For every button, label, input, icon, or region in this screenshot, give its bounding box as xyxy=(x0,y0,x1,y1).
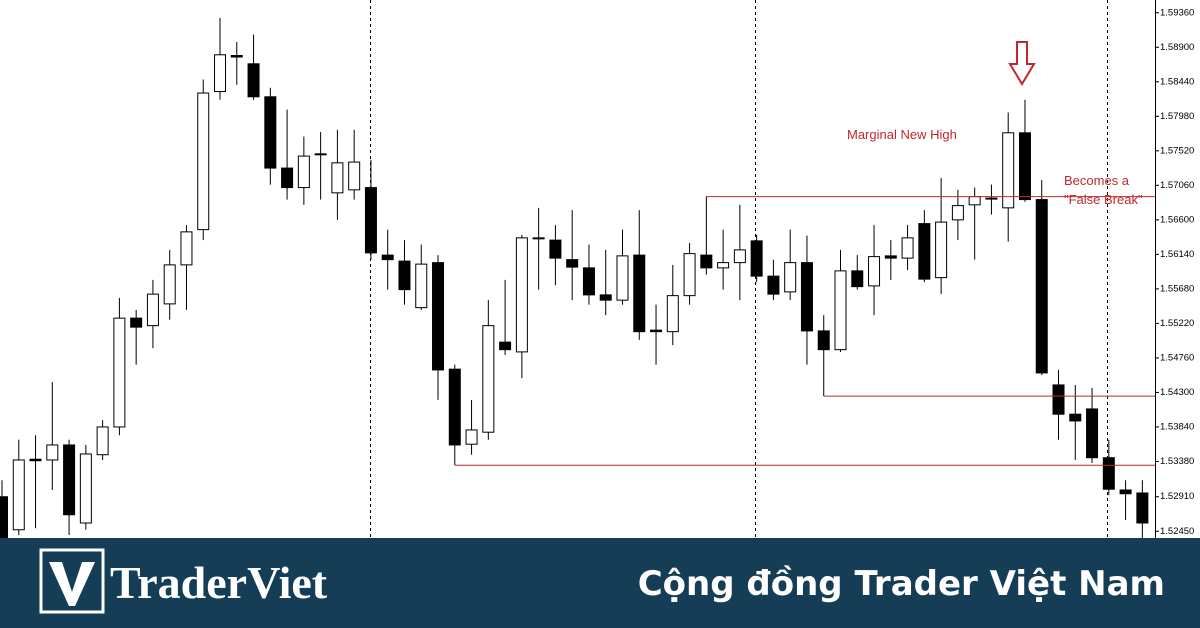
candle-body xyxy=(1052,384,1065,415)
candle-body xyxy=(381,254,394,261)
candle-body xyxy=(616,255,629,301)
candle-body xyxy=(482,325,495,433)
candle-body xyxy=(146,293,159,327)
candle-body xyxy=(666,295,679,333)
candle-body xyxy=(767,275,780,295)
candle-body xyxy=(851,270,864,288)
candle-body xyxy=(364,187,377,254)
candle-body xyxy=(935,221,948,279)
candle-body xyxy=(398,260,411,291)
candle-body xyxy=(432,262,445,371)
candle-body xyxy=(214,54,227,93)
y-tick-label: 1.54300 xyxy=(1160,387,1194,398)
candle-body xyxy=(281,167,294,189)
footer-bar xyxy=(0,538,1200,628)
arrow-icon xyxy=(1008,41,1036,86)
logo-mark xyxy=(49,562,95,606)
candle-body xyxy=(834,270,847,351)
candle-body xyxy=(314,153,327,156)
annotation: Marginal New High xyxy=(847,127,957,142)
candle-body xyxy=(1002,132,1015,209)
candle-body xyxy=(1102,457,1115,490)
candle-body xyxy=(247,63,260,98)
candle-body xyxy=(348,161,361,191)
candle-body xyxy=(549,239,562,259)
y-tick-label: 1.56140 xyxy=(1160,249,1194,260)
candle-body xyxy=(717,262,730,269)
y-tick-label: 1.59360 xyxy=(1160,7,1194,18)
candle-body xyxy=(1018,132,1031,201)
candle-body xyxy=(1136,492,1149,524)
candle-body xyxy=(901,237,914,259)
candle-body xyxy=(415,263,428,309)
y-tick-label: 1.52910 xyxy=(1160,491,1194,502)
candle-body xyxy=(96,426,109,456)
candle-body xyxy=(582,267,595,296)
y-tick-label: 1.53380 xyxy=(1160,456,1194,467)
logo-box xyxy=(39,548,105,614)
candle-body xyxy=(633,254,646,333)
y-tick-label: 1.58440 xyxy=(1160,76,1194,87)
candle-body xyxy=(566,259,579,268)
candle-body xyxy=(750,240,763,277)
candle-body xyxy=(985,197,998,200)
candle-body xyxy=(733,249,746,264)
candle-body xyxy=(1086,408,1099,459)
candle-body xyxy=(1035,199,1048,374)
candle-body xyxy=(817,330,830,351)
candle-body xyxy=(63,444,76,516)
y-tick-label: 1.55680 xyxy=(1160,283,1194,294)
plot-background xyxy=(0,0,1200,538)
candle-body xyxy=(331,162,344,194)
candle-body xyxy=(951,205,964,221)
candle-body xyxy=(448,368,461,446)
candle-body xyxy=(29,458,42,462)
candle-body xyxy=(12,459,25,531)
plot: 1.59360 1.58900 1.58440 1.57980 1.57520 1.570… xyxy=(0,7,1194,539)
y-tick-label: 1.58900 xyxy=(1160,42,1194,53)
candle-body xyxy=(180,231,193,266)
candle-body xyxy=(264,96,277,169)
y-tick-label: 1.52450 xyxy=(1160,526,1194,537)
candle-body xyxy=(79,453,92,524)
y-tick-label: 1.57980 xyxy=(1160,111,1194,122)
candle-body xyxy=(163,264,176,305)
candle-body xyxy=(46,444,59,461)
candle-body xyxy=(197,92,210,231)
candle-body xyxy=(650,329,663,333)
y-tick-label: 1.57060 xyxy=(1160,180,1194,191)
annotation: "False Break" xyxy=(1064,192,1143,207)
candle-body xyxy=(800,262,813,332)
candle-body xyxy=(1119,489,1132,495)
candle-body xyxy=(918,223,931,280)
y-tick-label: 1.54760 xyxy=(1160,352,1194,363)
candle-body xyxy=(297,155,310,189)
candle-body xyxy=(599,294,612,301)
brand: TraderViet xyxy=(110,557,328,608)
candle-body xyxy=(884,255,897,259)
candle-body xyxy=(683,253,696,297)
candle-body xyxy=(700,254,713,269)
candle-body xyxy=(868,256,881,287)
annotation: Becomes a xyxy=(1064,173,1130,188)
y-tick-label: 1.57520 xyxy=(1160,145,1194,156)
candle-body xyxy=(230,55,243,58)
y-tick-label: 1.55220 xyxy=(1160,318,1194,329)
tagline: Cộng đồng Trader Việt Nam xyxy=(638,564,1165,604)
candle-body xyxy=(784,262,797,293)
candle-body xyxy=(532,237,545,240)
candle-body xyxy=(0,496,8,539)
y-tick-label: 1.53840 xyxy=(1160,421,1194,432)
y-tick-label: 1.56600 xyxy=(1160,214,1194,225)
candle-body xyxy=(1069,413,1082,422)
candle-body xyxy=(499,341,512,351)
candle-body xyxy=(130,317,143,328)
candle-body xyxy=(113,317,126,428)
candle-body xyxy=(515,237,528,353)
candle-body xyxy=(968,196,981,206)
candle-body xyxy=(465,429,478,445)
